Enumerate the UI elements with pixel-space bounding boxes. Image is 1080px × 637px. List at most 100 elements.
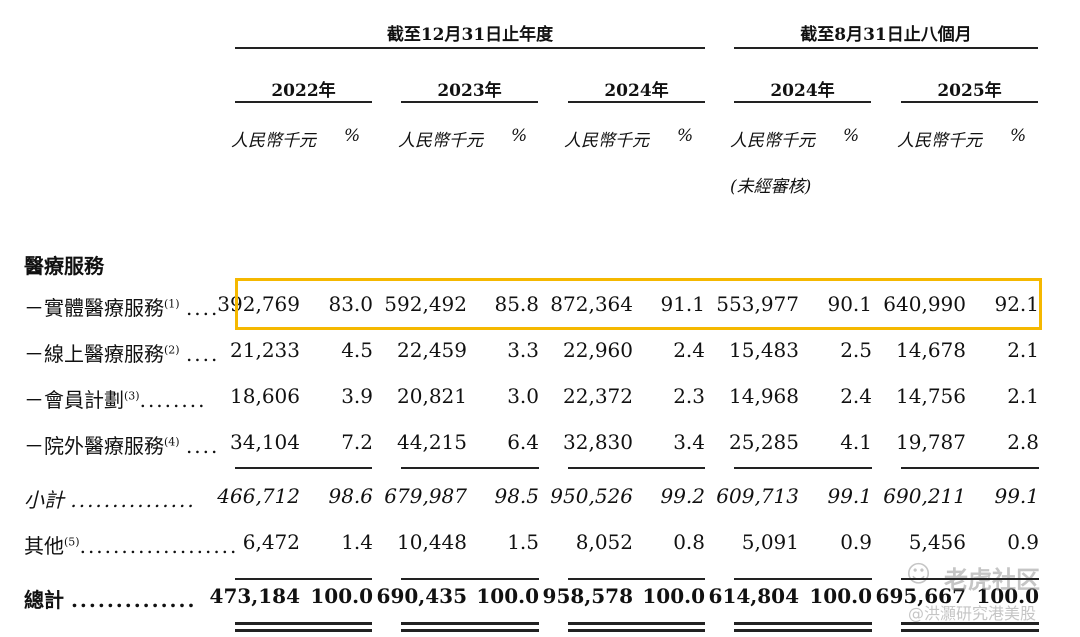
percent-cell: 3.9 [341, 384, 373, 408]
percent-cell: 0.9 [1007, 530, 1039, 554]
double-rule [568, 622, 705, 625]
row-label: －線上醫療服務(2) .... [24, 342, 220, 366]
percent-cell: 83.0 [328, 292, 373, 316]
amount-cell: 15,483 [729, 338, 799, 362]
percent-cell: 0.9 [840, 530, 872, 554]
amount-cell: 14,678 [896, 338, 966, 362]
subtotal-rule [401, 467, 539, 469]
table-row-total: 總計 .............. 473,184 100.0 690,435 100… [0, 584, 1080, 624]
table-row: －實體醫療服務(1) .... 392,769 83.0 592,492 85.8 87… [0, 292, 1080, 332]
unit-pct: % [344, 126, 361, 146]
row-label: －實體醫療服務(1) .... [24, 296, 220, 320]
header-rule [734, 47, 1038, 49]
unit-rmb: 人民幣千元 [564, 131, 649, 151]
percent-cell: 2.1 [1007, 338, 1039, 362]
highlight-box [235, 278, 1042, 330]
percent-cell: 2.4 [673, 338, 705, 362]
subtotal-rule [568, 467, 705, 469]
double-rule [734, 629, 872, 632]
amount-cell: 18,606 [230, 384, 300, 408]
percent-cell: 7.2 [341, 430, 373, 454]
total-rule [734, 578, 872, 580]
year-header: 2022年 [271, 81, 336, 101]
amount-cell: 392,769 [217, 292, 300, 316]
percent-cell: 3.3 [507, 338, 539, 362]
amount-cell: 640,990 [883, 292, 966, 316]
year-header: 2025年 [937, 81, 1002, 101]
row-label: 小計 ............... [24, 488, 196, 512]
amount-cell: 614,804 [708, 584, 799, 608]
amount-cell: 44,215 [397, 430, 467, 454]
amount-cell: 679,987 [384, 484, 467, 508]
unit-unaudited: (未經審核) [730, 177, 812, 197]
amount-cell: 25,285 [729, 430, 799, 454]
amount-cell: 473,184 [209, 584, 300, 608]
header-fiscal-year: 截至12月31日止年度 [386, 25, 554, 45]
amount-cell: 14,756 [896, 384, 966, 408]
percent-cell: 3.4 [673, 430, 705, 454]
percent-cell: 2.5 [840, 338, 872, 362]
percent-cell: 6.4 [507, 430, 539, 454]
percent-cell: 1.5 [507, 530, 539, 554]
row-label: 其他(5)................... [24, 534, 239, 558]
amount-cell: 690,211 [883, 484, 966, 508]
table-row: 其他(5)................... 6,472 1.4 10,448 1… [0, 530, 1080, 570]
percent-cell: 4.1 [840, 430, 872, 454]
unit-pct: % [843, 126, 860, 146]
percent-cell: 2.8 [1007, 430, 1039, 454]
amount-cell: 8,052 [575, 530, 633, 554]
percent-cell: 100.0 [976, 584, 1039, 608]
amount-cell: 22,372 [563, 384, 633, 408]
amount-cell: 32,830 [563, 430, 633, 454]
amount-cell: 22,960 [563, 338, 633, 362]
double-rule [235, 622, 372, 625]
year-header: 2024年 [770, 81, 835, 101]
amount-cell: 690,435 [376, 584, 467, 608]
percent-cell: 3.0 [507, 384, 539, 408]
amount-cell: 19,787 [896, 430, 966, 454]
percent-cell: 2.1 [1007, 384, 1039, 408]
percent-cell: 1.4 [341, 530, 373, 554]
amount-cell: 20,821 [397, 384, 467, 408]
double-rule [901, 629, 1039, 632]
amount-cell: 5,091 [741, 530, 799, 554]
subtotal-rule [901, 467, 1039, 469]
double-rule [401, 622, 539, 625]
unit-pct: % [677, 126, 694, 146]
total-rule [901, 578, 1039, 580]
year-rule [235, 101, 372, 103]
amount-cell: 958,578 [542, 584, 633, 608]
watermark-logo-icon: ☺ [906, 560, 932, 588]
percent-cell: 98.6 [328, 484, 373, 508]
percent-cell: 99.1 [827, 484, 872, 508]
double-rule [734, 622, 872, 625]
percent-cell: 4.5 [341, 338, 373, 362]
percent-cell: 91.1 [660, 292, 705, 316]
watermark-brand: 老虎社区 [944, 566, 1040, 594]
percent-cell: 0.8 [673, 530, 705, 554]
double-rule [235, 629, 372, 632]
unit-rmb: 人民幣千元 [398, 131, 483, 151]
section-title: 醫療服務 [24, 254, 104, 278]
table-row: －線上醫療服務(2) .... 21,233 4.5 22,459 3.3 22,960… [0, 338, 1080, 378]
year-header: 2024年 [604, 81, 669, 101]
percent-cell: 2.3 [673, 384, 705, 408]
year-rule [734, 101, 871, 103]
total-rule [568, 578, 705, 580]
amount-cell: 592,492 [384, 292, 467, 316]
table-row: －會員計劃(3)........ 18,606 3.9 20,821 3.0 22,37… [0, 384, 1080, 424]
watermark-sub: @洪灝研究港美股 [908, 604, 1037, 623]
amount-cell: 21,233 [230, 338, 300, 362]
table-row: －院外醫療服務(4) .... 34,104 7.2 44,215 6.4 32,830… [0, 430, 1080, 470]
amount-cell: 466,712 [217, 484, 300, 508]
percent-cell: 2.4 [840, 384, 872, 408]
amount-cell: 872,364 [550, 292, 633, 316]
amount-cell: 950,526 [550, 484, 633, 508]
total-rule [235, 578, 372, 580]
percent-cell: 85.8 [494, 292, 539, 316]
year-rule [568, 101, 705, 103]
year-rule [401, 101, 538, 103]
year-header: 2023年 [437, 81, 502, 101]
unit-pct: % [511, 126, 528, 146]
percent-cell: 100.0 [310, 584, 373, 608]
